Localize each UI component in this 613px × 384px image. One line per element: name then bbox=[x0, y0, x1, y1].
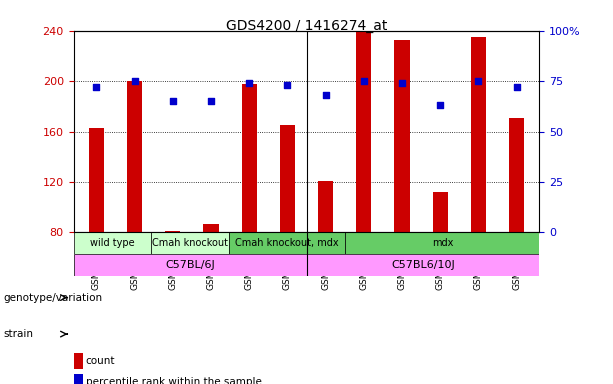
Text: C57BL6/10J: C57BL6/10J bbox=[391, 260, 455, 270]
FancyBboxPatch shape bbox=[74, 255, 306, 276]
Bar bbox=[433, 192, 447, 232]
Point bbox=[206, 98, 216, 104]
Point bbox=[473, 78, 483, 84]
Point bbox=[359, 78, 368, 84]
Text: wild type: wild type bbox=[90, 238, 135, 248]
Text: GDS4200 / 1416274_at: GDS4200 / 1416274_at bbox=[226, 19, 387, 33]
Bar bbox=[394, 40, 409, 232]
Bar bbox=[74, 374, 83, 384]
Point bbox=[245, 80, 254, 86]
Text: count: count bbox=[86, 356, 115, 366]
Point bbox=[397, 80, 407, 86]
Bar bbox=[89, 128, 104, 232]
Text: C57BL/6J: C57BL/6J bbox=[165, 260, 215, 270]
Text: mdx: mdx bbox=[432, 238, 453, 248]
Bar bbox=[74, 353, 83, 369]
Text: genotype/variation: genotype/variation bbox=[3, 293, 102, 303]
FancyBboxPatch shape bbox=[151, 232, 229, 255]
Bar bbox=[318, 181, 333, 232]
Point bbox=[512, 84, 522, 90]
Point bbox=[321, 92, 330, 98]
Bar bbox=[471, 37, 486, 232]
Bar bbox=[127, 81, 142, 232]
Point bbox=[435, 102, 445, 108]
Bar bbox=[242, 84, 257, 232]
Point bbox=[91, 84, 101, 90]
Point bbox=[130, 78, 140, 84]
Point bbox=[283, 82, 292, 88]
Bar bbox=[166, 231, 180, 232]
Point bbox=[168, 98, 178, 104]
Bar bbox=[204, 223, 219, 232]
Text: Cmah knockout, mdx: Cmah knockout, mdx bbox=[235, 238, 339, 248]
FancyBboxPatch shape bbox=[306, 255, 539, 276]
FancyBboxPatch shape bbox=[229, 232, 345, 255]
FancyBboxPatch shape bbox=[345, 232, 539, 255]
Text: Cmah knockout: Cmah knockout bbox=[152, 238, 228, 248]
Bar bbox=[509, 118, 524, 232]
Text: strain: strain bbox=[3, 329, 33, 339]
FancyBboxPatch shape bbox=[74, 232, 151, 255]
Text: percentile rank within the sample: percentile rank within the sample bbox=[86, 377, 262, 384]
Bar bbox=[280, 125, 295, 232]
Bar bbox=[356, 31, 371, 232]
